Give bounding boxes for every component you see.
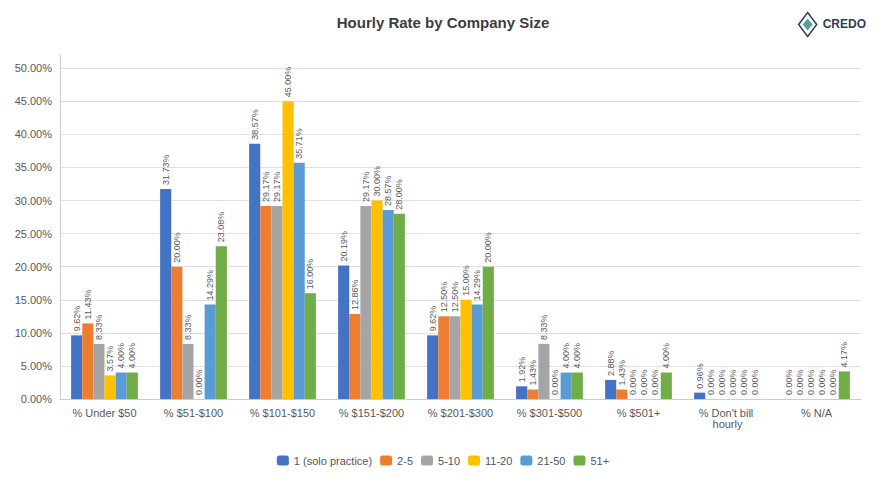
svg-text:1.43%: 1.43% xyxy=(528,360,538,386)
svg-text:12.50%: 12.50% xyxy=(439,282,449,313)
svg-text:% $201-$300: % $201-$300 xyxy=(428,407,493,419)
svg-text:12.50%: 12.50% xyxy=(450,282,460,313)
svg-text:4.00%: 4.00% xyxy=(561,343,571,369)
svg-text:% N/A: % N/A xyxy=(801,407,833,419)
svg-text:% Under $50: % Under $50 xyxy=(72,407,136,419)
svg-text:CREDO: CREDO xyxy=(823,17,866,31)
svg-text:35.71%: 35.71% xyxy=(294,128,304,159)
svg-text:11-20: 11-20 xyxy=(485,455,512,467)
svg-text:50.00%: 50.00% xyxy=(15,62,53,74)
svg-text:30.00%: 30.00% xyxy=(372,166,382,197)
svg-text:3.57%: 3.57% xyxy=(105,346,115,372)
svg-text:0.00%: 0.00% xyxy=(650,369,660,395)
svg-text:0.00%: 0.00% xyxy=(817,369,827,395)
svg-text:0.96%: 0.96% xyxy=(695,363,705,389)
svg-text:% $301-$500: % $301-$500 xyxy=(517,407,582,419)
svg-text:0.00%: 0.00% xyxy=(21,393,52,405)
svg-text:% $501+: % $501+ xyxy=(617,407,661,419)
svg-text:8.33%: 8.33% xyxy=(183,314,193,340)
svg-text:29.17%: 29.17% xyxy=(361,171,371,202)
svg-text:% $101-$150: % $101-$150 xyxy=(250,407,315,419)
svg-text:8.33%: 8.33% xyxy=(94,314,104,340)
svg-text:28.00%: 28.00% xyxy=(394,179,404,210)
svg-text:% $51-$100: % $51-$100 xyxy=(164,407,223,419)
svg-text:5-10: 5-10 xyxy=(438,455,460,467)
svg-text:0.00%: 0.00% xyxy=(728,369,738,395)
svg-text:0.00%: 0.00% xyxy=(717,369,727,395)
svg-text:% Don't bill: % Don't bill xyxy=(698,406,757,419)
svg-text:1 (solo practice): 1 (solo practice) xyxy=(294,455,372,467)
svg-text:21-50: 21-50 xyxy=(537,455,565,467)
svg-text:1.43%: 1.43% xyxy=(617,360,627,386)
svg-text:51+: 51+ xyxy=(590,455,609,467)
svg-text:4.00%: 4.00% xyxy=(661,343,671,369)
svg-text:4.00%: 4.00% xyxy=(572,343,582,369)
svg-text:20.00%: 20.00% xyxy=(172,232,182,263)
svg-text:Hourly Rate by Company Size: Hourly Rate by Company Size xyxy=(337,14,550,31)
svg-text:38.57%: 38.57% xyxy=(250,109,260,140)
svg-text:15.00%: 15.00% xyxy=(461,265,471,296)
svg-text:35.00%: 35.00% xyxy=(15,161,53,173)
svg-text:5.00%: 5.00% xyxy=(21,360,52,372)
svg-text:16.00%: 16.00% xyxy=(305,259,315,290)
svg-text:31.73%: 31.73% xyxy=(161,155,171,186)
svg-text:23.08%: 23.08% xyxy=(216,212,226,243)
svg-text:0.00%: 0.00% xyxy=(628,369,638,395)
svg-text:0.00%: 0.00% xyxy=(194,369,204,395)
svg-text:45.00%: 45.00% xyxy=(283,67,293,98)
svg-text:% $151-$200: % $151-$200 xyxy=(339,407,404,419)
svg-text:14.29%: 14.29% xyxy=(472,270,482,301)
svg-text:4.00%: 4.00% xyxy=(127,343,137,369)
svg-text:1.92%: 1.92% xyxy=(517,357,527,383)
svg-text:0.00%: 0.00% xyxy=(739,369,749,395)
svg-text:11.43%: 11.43% xyxy=(83,290,93,320)
svg-text:0.00%: 0.00% xyxy=(795,369,805,395)
svg-text:8.33%: 8.33% xyxy=(539,314,549,340)
svg-text:45.00%: 45.00% xyxy=(15,95,53,107)
svg-text:9.62%: 9.62% xyxy=(428,306,438,332)
svg-text:20.00%: 20.00% xyxy=(15,261,53,273)
svg-text:2.88%: 2.88% xyxy=(606,350,616,376)
svg-text:4.17%: 4.17% xyxy=(839,342,849,368)
svg-text:28.57%: 28.57% xyxy=(383,175,393,206)
svg-text:0.00%: 0.00% xyxy=(706,369,716,395)
svg-text:0.00%: 0.00% xyxy=(784,369,794,395)
svg-text:20.19%: 20.19% xyxy=(339,231,349,262)
svg-text:40.00%: 40.00% xyxy=(15,128,53,140)
svg-text:0.00%: 0.00% xyxy=(806,369,816,395)
svg-text:12.86%: 12.86% xyxy=(350,279,360,310)
svg-text:30.00%: 30.00% xyxy=(15,195,53,207)
svg-text:2-5: 2-5 xyxy=(397,455,413,467)
svg-text:29.17%: 29.17% xyxy=(261,171,271,202)
svg-text:20.00%: 20.00% xyxy=(483,232,493,263)
svg-text:4.00%: 4.00% xyxy=(116,343,126,369)
svg-text:0.00%: 0.00% xyxy=(550,369,560,395)
svg-text:0.00%: 0.00% xyxy=(828,369,838,395)
svg-text:0.00%: 0.00% xyxy=(639,369,649,395)
svg-text:0.00%: 0.00% xyxy=(750,369,760,395)
svg-text:10.00%: 10.00% xyxy=(15,327,53,339)
svg-text:25.00%: 25.00% xyxy=(15,228,53,240)
svg-text:14.29%: 14.29% xyxy=(205,270,215,301)
svg-text:hourly: hourly xyxy=(713,418,743,430)
svg-text:9.62%: 9.62% xyxy=(72,306,82,332)
svg-text:15.00%: 15.00% xyxy=(15,294,53,306)
svg-text:29.17%: 29.17% xyxy=(272,171,282,202)
